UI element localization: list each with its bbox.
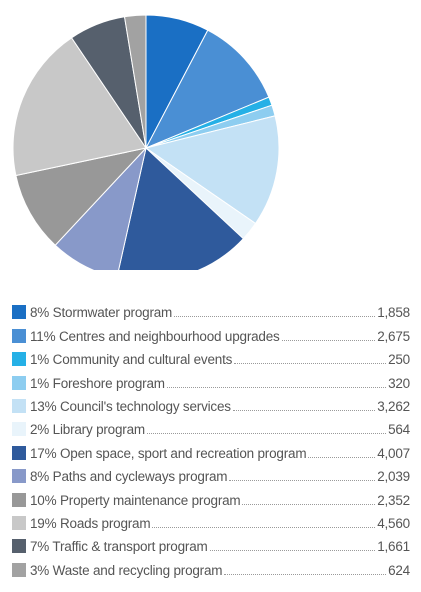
legend-label: 1% Foreshore program [30,375,165,391]
legend-item-traffic-and-transport-program: 7% Traffic & transport program 1,661 [12,531,410,554]
legend-item-property-maintenance-program: 10% Property maintenance program 2,352 [12,484,410,508]
leader-dots [166,386,387,388]
legend-item-waste-and-recycling-program: 3% Waste and recycling program 624 [12,554,410,578]
leader-dots [224,573,387,575]
legend-label: 17% Open space, sport and recreation pro… [30,445,307,461]
legend-value: 624 [388,562,410,578]
pie-slice-roads-program [12,37,147,177]
legend-value: 2,675 [377,328,410,344]
legend-item-community-and-cultural-events: 1% Community and cultural events 250 [12,344,410,367]
leader-dots [308,456,376,458]
legend-label: 7% Traffic & transport program [30,539,208,555]
legend-swatch [12,515,26,530]
leader-dots [234,363,387,365]
legend-value: 320 [388,375,410,391]
pie-chart [12,14,280,270]
legend-label: 10% Property maintenance program [30,492,241,508]
legend-swatch [12,469,26,484]
legend-label: 3% Waste and recycling program [30,562,223,578]
leader-dots [152,526,376,528]
legend-label: 2% Library program [30,422,145,438]
pie-slice-centres-and-neighbourhood-upgrades [144,29,270,149]
leader-dots [281,339,376,341]
pie-slice-council-s-technology-services [144,115,280,225]
legend-label: 11% Centres and neighbourhood upgrades [30,328,280,344]
leader-dots [229,480,376,482]
legend-swatch [12,539,26,554]
legend-swatch [12,445,26,460]
pie-slice-open-space-sport-and-recreation-program [118,147,245,270]
legend-item-council-s-technology-services: 13% Council's technology services 3,262 [12,391,410,414]
legend-swatch [12,375,26,390]
legend-value: 564 [388,422,410,438]
leader-dots [146,433,387,435]
legend-value: 4,560 [377,515,410,531]
pie-slice-waste-and-recycling-program [123,14,147,149]
legend-label: 8% Stormwater program [30,305,173,321]
legend-label: 13% Council's technology services [30,398,231,414]
legend-label: 8% Paths and cycleways program [30,469,228,485]
leader-dots [174,316,376,318]
legend-value: 1,661 [377,539,410,555]
legend-item-open-space-sport-and-recreation-program: 17% Open space, sport and recreation pro… [12,437,410,461]
legend-swatch [12,328,26,343]
legend-item-library-program: 2% Library program 564 [12,414,410,437]
pie-slice-property-maintenance-program [15,147,148,246]
legend-swatch [12,562,26,577]
legend-item-paths-and-cycleways-program: 8% Paths and cycleways program 2,039 [12,461,410,484]
legend-swatch [12,492,26,507]
leader-dots [232,409,376,411]
leader-dots [242,503,376,505]
legend-value: 4,007 [377,445,410,461]
legend-label: 1% Community and cultural events [30,352,233,368]
legend-value: 2,352 [377,492,410,508]
legend-item-roads-program: 19% Roads program 4,560 [12,508,410,531]
legend-value: 3,262 [377,398,410,414]
legend-swatch [12,422,26,437]
legend-item-foreshore-program: 1% Foreshore program 320 [12,367,410,391]
legend-swatch [12,352,26,367]
legend-value: 2,039 [377,469,410,485]
chart-legend: 8% Stormwater program 1,858 11% Centres an… [12,297,410,578]
legend-item-stormwater-program: 8% Stormwater program 1,858 [12,297,410,320]
leader-dots [209,550,376,552]
legend-label: 19% Roads program [30,515,151,531]
legend-value: 1,858 [377,305,410,321]
legend-item-centres-and-neighbourhood-upgrades: 11% Centres and neighbourhood upgrades 2,… [12,320,410,344]
legend-value: 250 [388,352,410,368]
legend-swatch [12,398,26,413]
legend-swatch [12,305,26,320]
